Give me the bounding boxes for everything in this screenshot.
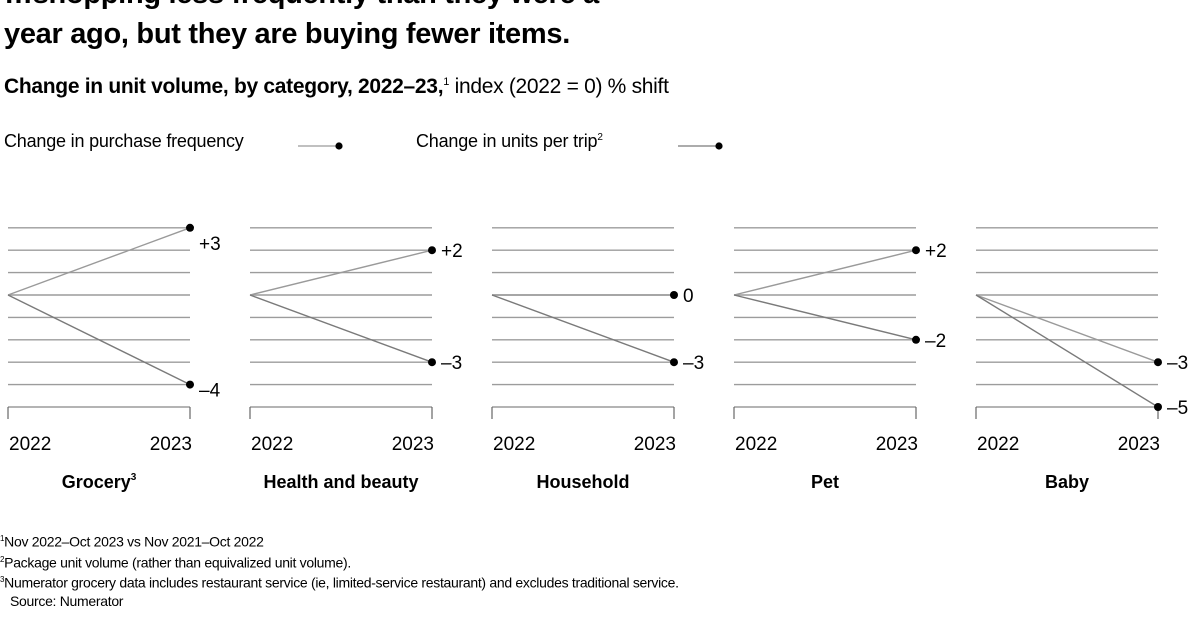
- footnote-2-marker: 2: [0, 554, 5, 564]
- data-label: –3: [441, 353, 462, 374]
- source-note: Source: Numerator: [10, 592, 124, 609]
- series-line: [7, 227, 191, 296]
- category-label: Household: [537, 472, 630, 492]
- x-tick-label: 2023: [1118, 434, 1160, 455]
- legend-units-dot: [715, 142, 723, 150]
- data-label: +3: [199, 234, 221, 255]
- subtitle-rest: index (2022 = 0) % shift: [449, 75, 669, 98]
- footnote-2-text: Package unit volume (rather than equival…: [4, 554, 351, 571]
- footnotes: 1Nov 2022–Oct 2023 vs Nov 2021–Oct 2022 …: [0, 530, 679, 610]
- data-label: 0: [683, 286, 694, 307]
- data-label: –4: [199, 381, 221, 402]
- legend-units-label: Change in units per trip2: [416, 131, 603, 152]
- legend-frequency-label: Change in purchase frequency: [4, 131, 244, 151]
- panel-pet: 2022 2023 Pet +2 –2: [733, 227, 947, 492]
- series-line: [733, 294, 917, 341]
- x-tick-label: 2022: [735, 434, 777, 455]
- data-point: [1154, 403, 1162, 411]
- category-label: Health and beauty: [263, 472, 418, 492]
- data-label: +2: [925, 241, 947, 262]
- data-point: [186, 380, 194, 389]
- data-point: [912, 246, 920, 255]
- chart-panels: 2022 2023 Grocery3 +3 –4 2022 2023 Health and b…: [7, 223, 1188, 492]
- x-tick-label: 2022: [977, 434, 1019, 455]
- footnote-3-text: Numerator grocery data includes restaura…: [4, 574, 679, 591]
- data-point: [1154, 358, 1162, 367]
- series-line: [975, 294, 1159, 408]
- x-tick-label: 2022: [493, 434, 535, 455]
- x-tick-label: 2023: [634, 434, 676, 455]
- panel-health-and-beauty: 2022 2023 Health and beauty +2 –3: [249, 227, 463, 492]
- footnote-1-text: Nov 2022–Oct 2023 vs Nov 2021–Oct 2022: [4, 533, 264, 550]
- x-tick-label: 2022: [9, 434, 51, 455]
- chart-subtitle: Change in unit volume, by category, 2022…: [4, 75, 669, 99]
- subtitle-bold: Change in unit volume, by category, 2022…: [4, 75, 444, 98]
- footnote-2: 2Package unit volume (rather than equiva…: [0, 551, 679, 572]
- footnote-1: 1Nov 2022–Oct 2023 vs Nov 2021–Oct 2022: [0, 530, 679, 551]
- data-point: [186, 223, 194, 232]
- data-point: [428, 246, 436, 255]
- series-line: [491, 294, 675, 363]
- x-tick-label: 2022: [251, 434, 293, 455]
- x-tick-label: 2023: [876, 434, 918, 455]
- footnote-1-marker: 1: [0, 534, 5, 543]
- chart-area: 2022 2023 Grocery3 +3 –4 2022 2023 Health and b…: [7, 142, 1188, 492]
- category-label: Baby: [1045, 472, 1089, 492]
- data-label: +2: [441, 241, 463, 262]
- headline-line-2: year ago, but they are buying fewer item…: [4, 18, 570, 50]
- series-line: [733, 249, 917, 296]
- panel-grocery: 2022 2023 Grocery3 +3 –4: [7, 223, 221, 492]
- data-point: [670, 291, 678, 299]
- data-label: –5: [1167, 398, 1188, 419]
- data-label: –2: [925, 331, 946, 352]
- x-tick-label: 2023: [392, 434, 434, 455]
- category-label: Pet: [811, 472, 839, 492]
- legend-units-text: Change in units per trip: [416, 131, 598, 151]
- data-point: [670, 358, 678, 367]
- data-point: [912, 335, 920, 344]
- series-line: [249, 294, 433, 363]
- footnote-3-marker: 3: [0, 575, 5, 585]
- legend-frequency-dot: [335, 142, 343, 150]
- footnote-3: 3Numerator grocery data includes restaur…: [0, 571, 679, 592]
- series-line: [249, 249, 433, 296]
- legend-swatches: [298, 142, 723, 150]
- data-label: –3: [1167, 353, 1188, 374]
- series-line: [7, 294, 191, 386]
- legend-units-footnote-ref: 2: [597, 132, 603, 143]
- panel-baby: 2022 2023 Baby –3 –5: [975, 227, 1188, 492]
- data-point: [428, 358, 436, 367]
- category-label: Grocery3: [62, 472, 137, 492]
- headline-line-1: …shopping less frequently than they were…: [4, 0, 1194, 14]
- headline: …shopping less frequently than they were…: [4, 0, 1194, 54]
- subtitle-footnote-ref: 1: [443, 76, 450, 88]
- data-label: –3: [683, 353, 704, 374]
- series-line: [975, 294, 1159, 363]
- x-tick-label: 2023: [150, 434, 192, 455]
